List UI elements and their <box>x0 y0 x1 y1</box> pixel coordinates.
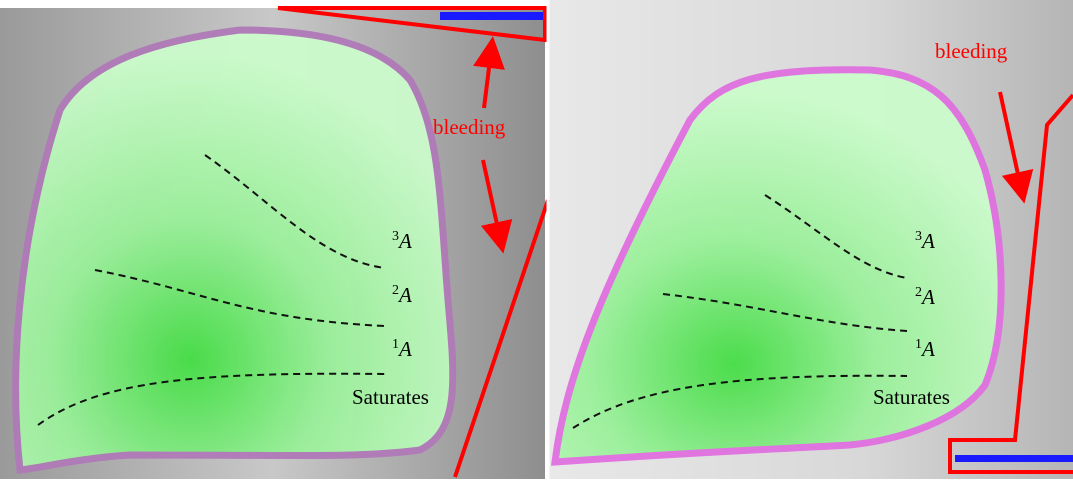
component-label: 2A <box>915 285 935 309</box>
region-right <box>551 66 1005 466</box>
boundary <box>572 374 908 429</box>
component-label: 1A <box>915 337 935 361</box>
highlight <box>948 93 1073 474</box>
component-label: 3A <box>392 229 412 253</box>
band <box>955 455 1073 462</box>
bleeding-label: bleeding <box>935 39 1008 63</box>
highlight <box>277 6 547 43</box>
arrow <box>480 159 513 254</box>
superscript: 1 <box>915 337 922 352</box>
arrow <box>998 91 1034 204</box>
arrow <box>473 36 505 109</box>
component-letter: A <box>920 337 935 361</box>
component-letter: A <box>920 229 935 253</box>
boundary <box>94 269 386 327</box>
boundary <box>204 154 386 269</box>
saturates-label: Saturates <box>352 385 429 409</box>
component-letter: A <box>920 285 935 309</box>
region-left <box>12 26 457 474</box>
component-letter: A <box>397 283 412 307</box>
component-letter: A <box>397 229 412 253</box>
boundary <box>764 194 908 279</box>
boundary <box>37 372 386 426</box>
component-label: 1A <box>392 337 412 361</box>
saturates-label: Saturates <box>873 385 950 409</box>
component-label: 3A <box>915 229 935 253</box>
superscript: 2 <box>392 283 399 298</box>
superscript: 2 <box>915 285 922 300</box>
highlight <box>453 199 550 478</box>
band <box>440 12 545 20</box>
superscript: 3 <box>392 229 399 244</box>
superscript: 3 <box>915 229 922 244</box>
superscript: 1 <box>392 337 399 352</box>
component-letter: A <box>397 337 412 361</box>
bleeding-label: bleeding <box>433 115 506 139</box>
component-label: 2A <box>392 283 412 307</box>
